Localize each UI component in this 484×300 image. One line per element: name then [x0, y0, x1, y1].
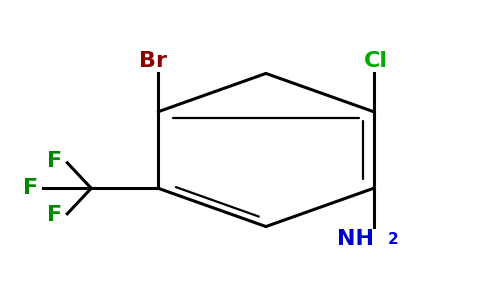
Text: F: F [23, 178, 39, 198]
Text: Cl: Cl [364, 51, 388, 71]
Text: 2: 2 [387, 232, 398, 247]
Text: Br: Br [139, 51, 167, 71]
Text: F: F [47, 151, 62, 171]
Text: F: F [47, 205, 62, 225]
Text: NH: NH [337, 229, 374, 249]
